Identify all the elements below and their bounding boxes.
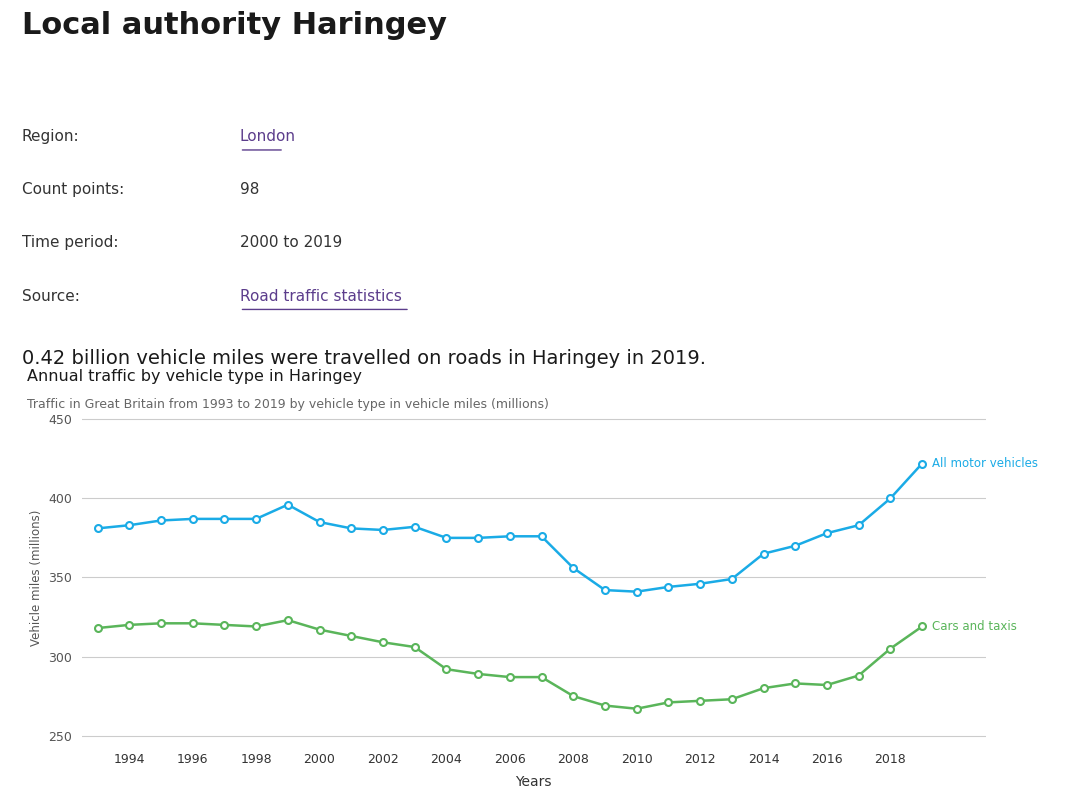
Text: Road traffic statistics: Road traffic statistics — [240, 289, 402, 304]
Text: Time period:: Time period: — [22, 236, 119, 251]
X-axis label: Years: Years — [515, 774, 552, 789]
Text: 2000 to 2019: 2000 to 2019 — [240, 236, 342, 251]
Text: 98: 98 — [240, 182, 259, 197]
Text: Count points:: Count points: — [22, 182, 124, 197]
Text: London: London — [240, 129, 295, 144]
Text: Traffic in Great Britain from 1993 to 2019 by vehicle type in vehicle miles (mil: Traffic in Great Britain from 1993 to 20… — [27, 398, 549, 411]
Text: Source:: Source: — [22, 289, 79, 304]
Text: Annual traffic by vehicle type in Haringey: Annual traffic by vehicle type in Haring… — [27, 369, 363, 384]
Text: Region:: Region: — [22, 129, 79, 144]
Text: Local authority Haringey: Local authority Haringey — [22, 11, 446, 40]
Text: 0.42 billion vehicle miles were travelled on roads in Haringey in 2019.: 0.42 billion vehicle miles were travelle… — [22, 350, 706, 369]
Y-axis label: Vehicle miles (millions): Vehicle miles (millions) — [29, 509, 42, 645]
Text: All motor vehicles: All motor vehicles — [931, 457, 1038, 470]
Text: Cars and taxis: Cars and taxis — [931, 620, 1016, 633]
